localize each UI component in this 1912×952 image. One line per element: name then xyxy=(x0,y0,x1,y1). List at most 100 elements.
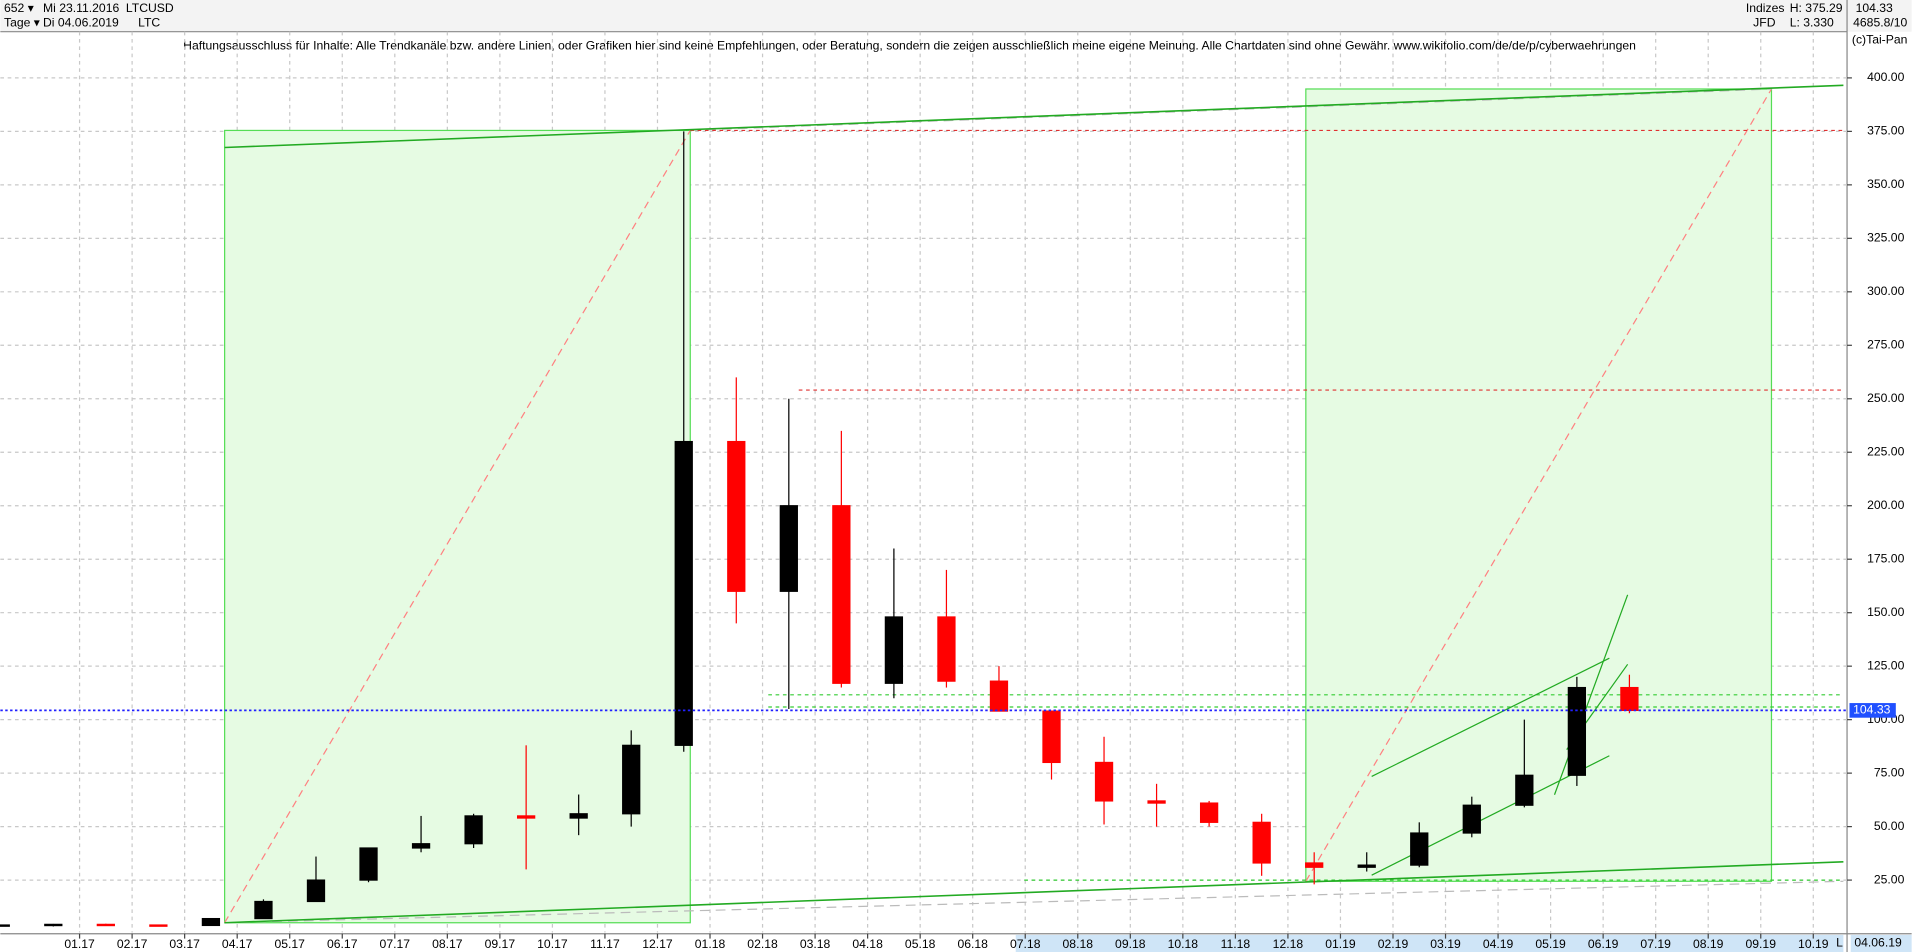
x-tick-label: 08.18 xyxy=(1063,937,1094,951)
candle-body xyxy=(254,900,273,920)
x-tick-label: 06.17 xyxy=(327,937,358,951)
candle-body xyxy=(149,924,168,927)
candle-body xyxy=(306,879,326,903)
candle-body xyxy=(1357,864,1376,868)
candle-body xyxy=(0,924,10,927)
x-tick-label: 02.19 xyxy=(1378,937,1409,951)
candle-body xyxy=(1199,802,1219,823)
y-tick-label: 175.00 xyxy=(1867,551,1904,565)
count[interactable]: 652 ▾ xyxy=(4,1,34,15)
y-tick-label: 325.00 xyxy=(1867,231,1904,245)
candle-body xyxy=(569,813,588,819)
y-tick-label: 300.00 xyxy=(1867,284,1904,298)
candle-body xyxy=(727,440,746,592)
candle-body xyxy=(779,505,798,592)
candle-body xyxy=(989,680,1009,712)
candle-body xyxy=(884,616,904,684)
y-tick-label: 350.00 xyxy=(1867,177,1904,191)
candle-body xyxy=(1462,804,1481,834)
low: L: 3.330 xyxy=(1790,15,1834,29)
x-tick-label: 08.19 xyxy=(1693,937,1724,951)
candle-body xyxy=(1515,774,1534,806)
x-tick-label: 02.18 xyxy=(747,937,778,951)
drawn-lines xyxy=(224,84,1844,924)
x-tick-label: 05.17 xyxy=(274,937,305,951)
x-tick-label: 06.19 xyxy=(1588,937,1619,951)
end-date: Di 04.06.2019 xyxy=(43,15,119,29)
last-price: 104.33 xyxy=(1856,1,1893,15)
x-tick-label: 09.19 xyxy=(1746,937,1777,951)
x-tick-label: 01.19 xyxy=(1325,937,1356,951)
y-tick-label: 50.00 xyxy=(1874,819,1905,833)
stat: 4685.8/10 xyxy=(1853,15,1907,29)
y-tick-label: 225.00 xyxy=(1867,444,1904,458)
candle-body xyxy=(411,843,431,849)
y-tick-label: 375.00 xyxy=(1867,124,1904,138)
x-tick-label: 06.18 xyxy=(957,937,988,951)
x-tick-label: 03.17 xyxy=(169,937,200,951)
candle-body xyxy=(832,505,851,684)
last-price-box xyxy=(1849,703,1896,718)
candle-body xyxy=(1252,821,1271,864)
candle-body xyxy=(674,440,693,746)
candle-body xyxy=(1410,832,1429,866)
x-tick-label: 09.18 xyxy=(1115,937,1146,951)
x-tick-label: 05.18 xyxy=(905,937,936,951)
x-tick-label: 10.19 xyxy=(1798,937,1829,951)
diagonal xyxy=(1305,88,1773,882)
x-tick-label: 01.17 xyxy=(64,937,95,951)
dashed-line xyxy=(224,880,1844,924)
y-tick-label: 250.00 xyxy=(1867,391,1904,405)
candle-body xyxy=(1147,800,1166,804)
y-tick-label: 125.00 xyxy=(1867,658,1904,672)
broker: JFD xyxy=(1753,15,1776,29)
channel-line xyxy=(1371,657,1610,778)
y-tick-label: 25.00 xyxy=(1874,872,1905,886)
x-tick-label: 07.17 xyxy=(380,937,411,951)
x-tick-label: 12.18 xyxy=(1273,937,1304,951)
header-bar xyxy=(0,0,1912,32)
x-tick-label: 09.17 xyxy=(485,937,516,951)
x-tick-label: 04.17 xyxy=(222,937,253,951)
x-tick-label: 10.17 xyxy=(537,937,568,951)
candle-body xyxy=(1305,862,1324,868)
x-tick-label: 03.19 xyxy=(1430,937,1461,951)
last-price-label: 104.33 xyxy=(1853,703,1890,717)
x-tick-label: 07.18 xyxy=(1010,937,1041,951)
x-tick-label: 12.17 xyxy=(642,937,673,951)
x-tick-label: 01.18 xyxy=(695,937,726,951)
candle-body xyxy=(201,917,221,927)
start-date: Mi 23.11.2016 xyxy=(43,1,119,15)
x-tick-label: 04.18 xyxy=(852,937,883,951)
axis-end: L xyxy=(1836,936,1843,950)
candle-body xyxy=(937,616,956,682)
channel-line xyxy=(1553,594,1629,795)
candle-body xyxy=(464,815,483,845)
y-tick-label: 275.00 xyxy=(1867,338,1904,352)
y-tick-label: 150.00 xyxy=(1867,605,1904,619)
copyright: (c)Tai-Pan xyxy=(1852,32,1907,46)
trend-line xyxy=(224,861,1844,924)
x-tick-label: 11.17 xyxy=(590,937,620,951)
candle-body xyxy=(1042,710,1061,764)
axis-date-box xyxy=(1850,934,1912,952)
y-tick-label: 75.00 xyxy=(1874,765,1905,779)
high: H: 375.29 xyxy=(1790,1,1843,15)
candle-body xyxy=(359,847,378,881)
x-tick-label: 04.19 xyxy=(1483,937,1514,951)
period[interactable]: Tage ▾ xyxy=(4,15,40,29)
candle-body xyxy=(96,923,115,927)
x-tick-label: 10.18 xyxy=(1168,937,1199,951)
symbol: LTCUSD xyxy=(126,1,174,15)
candle-body xyxy=(1094,761,1114,802)
group: Indizes xyxy=(1746,1,1785,15)
candle-body xyxy=(1567,686,1587,776)
x-tick-label: 03.18 xyxy=(800,937,831,951)
y-tick-label: 400.00 xyxy=(1867,70,1904,84)
candle-body xyxy=(1620,686,1639,711)
symbol-name: LTC xyxy=(138,15,160,29)
disclaimer: Haftungsausschluss für Inhalte: Alle Tre… xyxy=(183,39,1636,53)
x-axis-selection xyxy=(1015,934,1844,952)
